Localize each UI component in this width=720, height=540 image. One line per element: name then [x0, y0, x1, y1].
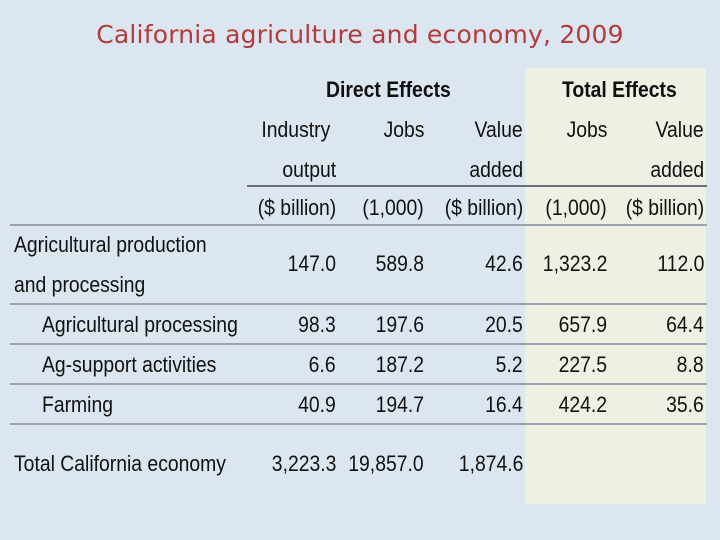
total-value-added-unit: ($ billion): [625, 195, 704, 220]
row-jobs: 197.6: [375, 312, 424, 337]
total-value-added-header-line1: Value: [655, 117, 704, 142]
direct-effects-header: Direct Effects: [326, 77, 451, 102]
row-value-added: 16.4: [485, 392, 523, 417]
row-rule: [10, 303, 707, 305]
slide-title: California agriculture and economy, 2009: [96, 20, 624, 49]
row-rule: [10, 343, 707, 345]
row-value-added: 20.5: [485, 312, 523, 337]
row-value-added: 5.2: [496, 352, 523, 377]
row-jobs: 187.2: [375, 352, 424, 377]
value-added-header-line2: added: [469, 157, 523, 182]
value-added-header-line1: Value: [474, 117, 523, 142]
jobs-unit: (1,000): [362, 195, 424, 220]
row-jobs: 19,857.0: [348, 451, 424, 476]
row-jobs: 589.8: [375, 251, 424, 276]
row-total-jobs: 424.2: [558, 392, 607, 417]
industry-output-unit: ($ billion): [257, 195, 336, 220]
header-rule: [247, 185, 707, 187]
row-label: Agricultural processing: [42, 312, 238, 337]
total-effects-header: Total Effects: [562, 77, 677, 102]
row-value-added: 1,874.6: [458, 451, 523, 476]
row-value-added: 42.6: [485, 251, 523, 276]
units-rule: [10, 224, 707, 226]
row-industry-output: 147.0: [287, 251, 336, 276]
row-label: Ag-support activities: [42, 352, 217, 377]
row-total-jobs: 227.5: [558, 352, 607, 377]
row-industry-output: 98.3: [298, 312, 336, 337]
total-value-added-header-line2: added: [650, 157, 704, 182]
row-jobs: 194.7: [375, 392, 424, 417]
row-label-line2: and processing: [14, 272, 146, 297]
total-jobs-header: Jobs: [566, 117, 607, 142]
row-rule: [10, 423, 707, 425]
total-jobs-unit: (1,000): [545, 195, 607, 220]
row-industry-output: 40.9: [298, 392, 336, 417]
row-total-value-added: 35.6: [666, 392, 704, 417]
industry-output-header-line1: Industry: [261, 117, 330, 142]
row-total-jobs: 1,323.2: [542, 251, 607, 276]
jobs-header: Jobs: [383, 117, 424, 142]
row-total-value-added: 112.0: [656, 251, 704, 276]
row-rule: [10, 383, 707, 385]
row-total-value-added: 8.8: [677, 352, 704, 377]
industry-output-header-line2: output: [282, 157, 336, 182]
value-added-unit: ($ billion): [444, 195, 523, 220]
row-total-value-added: 64.4: [666, 312, 704, 337]
row-industry-output: 6.6: [309, 352, 336, 377]
total-effects-shading: [525, 68, 706, 504]
row-label-total: Total California economy: [14, 451, 226, 476]
row-label: Farming: [42, 392, 114, 417]
row-label-line1: Agricultural production: [14, 232, 207, 257]
row-industry-output: 3,223.3: [271, 451, 336, 476]
row-total-jobs: 657.9: [558, 312, 607, 337]
